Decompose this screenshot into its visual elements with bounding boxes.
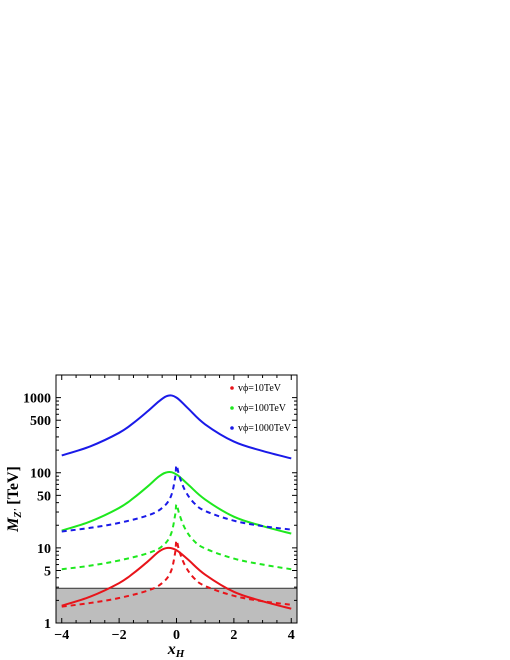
y-axis-title: MZ'[TeV]: [5, 466, 24, 533]
series-line-1-solid: [61, 546, 292, 610]
x-tick-label: 0: [173, 628, 180, 643]
series-line-2-solid: [61, 471, 292, 535]
series-line-5-dashed: [61, 503, 292, 571]
y-tick-label: 1: [44, 617, 51, 632]
y-tick-label: 100: [30, 467, 51, 482]
series-line-4-dashed: [61, 539, 292, 608]
x-tick-label: 2: [230, 628, 237, 643]
legend-label: vϕ=100TeV: [238, 403, 287, 414]
series-line-3-solid: [61, 394, 292, 460]
y-tick-label: 5: [44, 564, 51, 579]
plot-background: [56, 375, 297, 623]
series-line-6-dashed: [61, 464, 292, 533]
y-tick-label: 50: [37, 489, 51, 504]
x-tick-label: 4: [288, 628, 295, 643]
shaded-region: [56, 587, 297, 623]
y-tick-label: 1000: [23, 392, 51, 407]
y-tick-label: 10: [37, 542, 51, 557]
x-tick-label: −4: [54, 628, 69, 643]
legend-label: vϕ=1000TeV: [238, 423, 292, 434]
x-axis-title: xH: [167, 641, 185, 660]
legend-marker: [230, 406, 234, 410]
legend-label: vϕ=10TeV: [238, 383, 282, 394]
x-tick-label: −2: [112, 628, 127, 643]
legend-marker: [230, 386, 234, 390]
y-tick-label: 500: [30, 414, 51, 429]
legend-marker: [230, 426, 234, 430]
